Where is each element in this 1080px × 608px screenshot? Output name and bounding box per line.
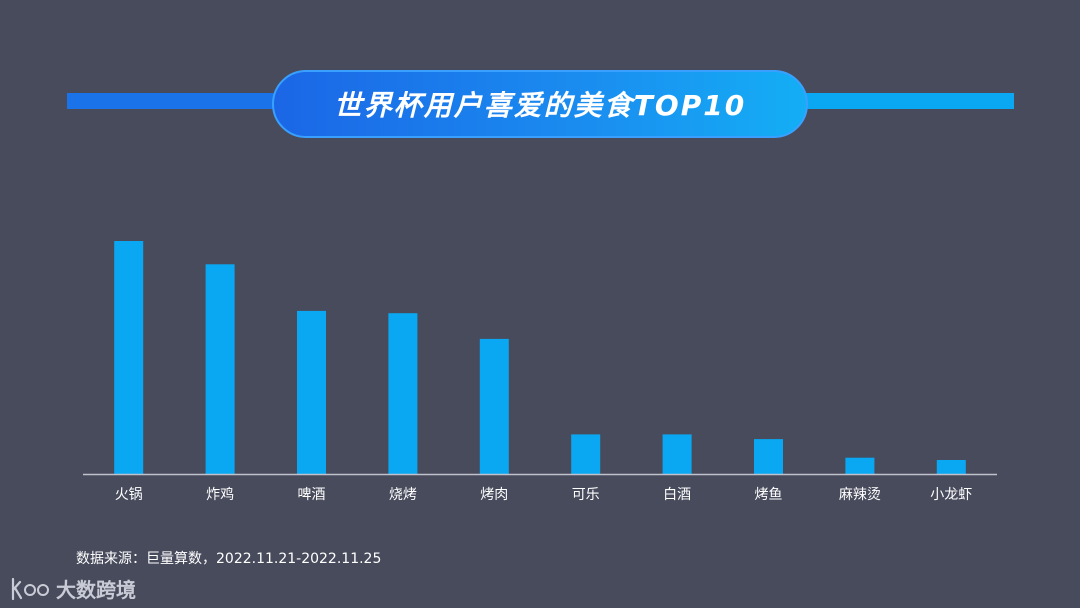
bar-8 <box>754 439 783 474</box>
title-banner: 世界杯用户喜爱的美食TOP10 <box>0 0 1080 150</box>
bar-7 <box>662 434 692 474</box>
title-right-stripe <box>806 93 1014 109</box>
brand-logo-icon <box>11 577 49 600</box>
brand-logo-text: 大数跨境 <box>56 578 136 602</box>
x-tick-label: 麻辣烫 <box>839 487 881 503</box>
bar-1 <box>114 241 144 474</box>
x-tick-label: 白酒 <box>663 487 691 503</box>
bar-3 <box>297 310 326 474</box>
x-tick-label: 烤肉 <box>480 487 508 503</box>
title-left-stripe <box>67 93 277 109</box>
x-tick-label: 烧烤 <box>389 487 417 503</box>
brand-logo: 大数跨境 <box>10 574 136 603</box>
title-pill: 世界杯用户喜爱的美食TOP10 <box>272 70 808 138</box>
x-tick-label: 火锅 <box>115 487 143 503</box>
chart-title: 世界杯用户喜爱的美食TOP10 <box>333 89 747 122</box>
x-tick-label: 可乐 <box>572 487 600 503</box>
x-tick-label: 小龙虾 <box>930 487 972 503</box>
bar-9 <box>845 457 875 474</box>
bar-10 <box>936 460 966 474</box>
bar-6 <box>571 434 601 474</box>
bar-4 <box>388 313 418 474</box>
x-tick-label: 炸鸡 <box>206 486 234 503</box>
data-source-note: 数据来源：巨量算数，2022.11.21-2022.11.25 <box>76 551 382 567</box>
x-tick-label: 烤鱼 <box>755 486 783 503</box>
bar-5 <box>479 338 509 474</box>
x-tick-label: 啤酒 <box>298 487 326 503</box>
bar-2 <box>205 264 235 474</box>
